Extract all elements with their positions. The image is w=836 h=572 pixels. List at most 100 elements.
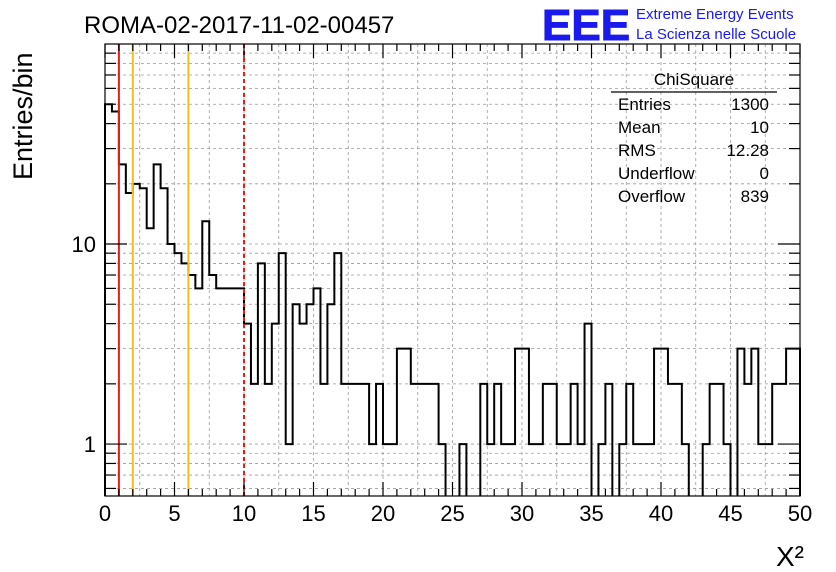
histogram-bin xyxy=(480,384,487,496)
histogram-bin xyxy=(765,444,772,496)
histogram-bin xyxy=(404,349,411,496)
stats-box-title: ChiSquare xyxy=(654,70,734,89)
histogram-bin xyxy=(772,384,779,496)
histogram-bin xyxy=(286,444,293,496)
histogram-bin xyxy=(334,253,341,496)
histogram-bin xyxy=(320,384,327,496)
histogram-bin xyxy=(147,228,154,496)
histogram-bin xyxy=(188,275,195,496)
x-tick-label: 40 xyxy=(649,501,673,526)
histogram-bin xyxy=(654,349,661,496)
stats-box: ChiSquare Entries 1300 Mean 10 RMS 12.28… xyxy=(611,70,777,206)
eee-logo-mark: EEE xyxy=(542,1,630,50)
stats-value-rms: 12.28 xyxy=(726,141,769,160)
histogram-bin xyxy=(557,444,564,496)
x-tick-label: 10 xyxy=(232,501,256,526)
histogram-bin xyxy=(383,444,390,496)
stats-label-underflow: Underflow xyxy=(618,164,695,183)
histogram-bin xyxy=(633,444,640,496)
x-axis-label: X² xyxy=(776,541,804,572)
x-tick-label: 30 xyxy=(510,501,534,526)
histogram-bin xyxy=(550,384,557,496)
histogram-bin xyxy=(168,244,175,496)
stats-value-mean: 10 xyxy=(750,118,769,137)
histogram-bin xyxy=(154,164,161,496)
histogram-bin xyxy=(237,288,244,496)
x-tick-label: 35 xyxy=(579,501,603,526)
histogram-bin xyxy=(258,263,265,496)
histogram-bin xyxy=(619,444,626,496)
histogram-bin xyxy=(161,188,168,496)
histogram-bin xyxy=(529,444,536,496)
histogram-bin xyxy=(724,444,731,496)
reference-lines xyxy=(117,44,245,496)
histogram-bin xyxy=(459,444,466,496)
histogram-bin xyxy=(397,349,404,496)
histogram-bin xyxy=(279,253,286,496)
histogram-bin xyxy=(703,444,710,496)
histogram-bin xyxy=(195,288,202,496)
histogram-bin xyxy=(425,384,432,496)
eee-logo-line2: La Scienza nelle Scuole xyxy=(636,26,796,43)
x-tick-label: 20 xyxy=(371,501,395,526)
histogram-bin xyxy=(411,384,418,496)
histogram-bin xyxy=(501,444,508,496)
histogram-bin xyxy=(432,384,439,496)
histogram-bin xyxy=(571,384,578,496)
histogram-bin xyxy=(272,324,279,496)
histogram-bin xyxy=(265,384,272,496)
stats-value-underflow: 0 xyxy=(760,164,769,183)
histogram-bin xyxy=(779,384,786,496)
stats-label-overflow: Overflow xyxy=(618,187,686,206)
x-tick-label: 45 xyxy=(718,501,742,526)
histogram-bin xyxy=(202,221,209,496)
histogram-bin xyxy=(390,444,397,496)
y-tick-label: 10 xyxy=(72,232,96,257)
histogram-bin xyxy=(369,444,376,496)
histogram-bin xyxy=(758,444,765,496)
histogram-bin xyxy=(439,444,446,496)
histogram-bin xyxy=(181,263,188,496)
histogram-bin xyxy=(293,304,300,496)
y-tick-label: 1 xyxy=(84,432,96,457)
histogram-bin xyxy=(578,444,585,496)
histogram-bin xyxy=(793,349,800,496)
histogram-bin xyxy=(598,444,605,496)
x-tick-label: 25 xyxy=(440,501,464,526)
histogram-bin xyxy=(585,324,592,496)
histogram-bin xyxy=(682,444,689,496)
histogram-bin xyxy=(223,288,230,496)
histogram-bin xyxy=(786,349,793,496)
histogram-bin xyxy=(230,288,237,496)
eee-logo-line1: Extreme Energy Events xyxy=(636,6,794,23)
histogram-bin xyxy=(744,384,751,496)
histogram-bin xyxy=(140,188,147,496)
histogram-bin xyxy=(216,288,223,496)
histogram-bin xyxy=(494,384,501,496)
histogram-bin xyxy=(418,384,425,496)
histogram-bin xyxy=(133,184,140,496)
histogram-bin xyxy=(508,444,515,496)
histogram-bin xyxy=(668,384,675,496)
histogram-bin xyxy=(737,349,744,496)
histogram-bin xyxy=(126,193,133,496)
histogram-layer xyxy=(104,103,801,496)
eee-logo: EEE Extreme Energy Events La Scienza nel… xyxy=(542,1,797,51)
histogram-bin xyxy=(327,304,334,496)
x-tick-label: 15 xyxy=(301,501,325,526)
x-tick-label: 0 xyxy=(99,501,111,526)
histogram-bin xyxy=(751,349,758,496)
chart-title: ROMA-02-2017-11-02-00457 xyxy=(84,12,394,39)
histogram-bin xyxy=(626,384,633,496)
x-tick-label: 50 xyxy=(788,501,812,526)
histogram-bin xyxy=(661,349,668,496)
histogram-bin xyxy=(314,288,321,496)
histogram-bin xyxy=(710,384,717,496)
histogram-bin xyxy=(251,384,258,496)
histogram-bin xyxy=(348,384,355,496)
stats-label-mean: Mean xyxy=(618,118,661,137)
histogram-bin xyxy=(209,275,216,496)
histogram-outline xyxy=(104,103,801,496)
y-axis-label: Entries/bin xyxy=(8,52,38,180)
